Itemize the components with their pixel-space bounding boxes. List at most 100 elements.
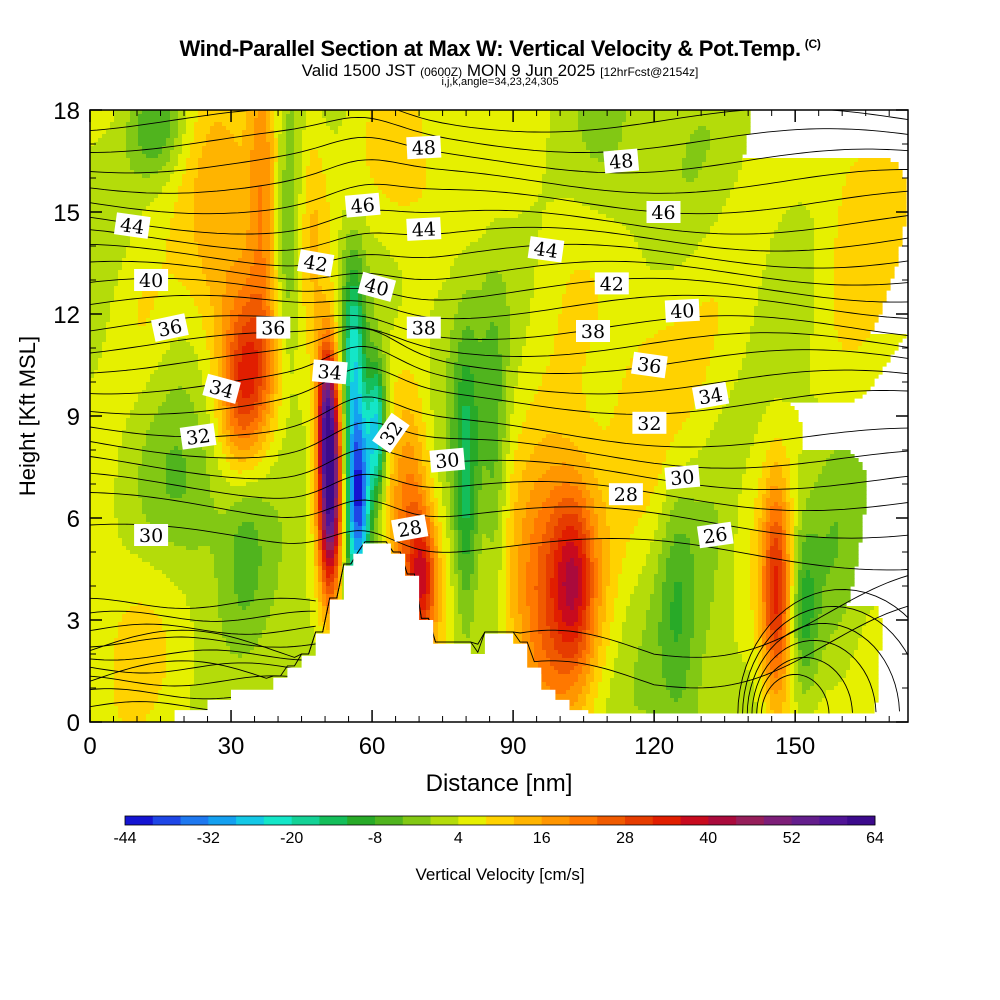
theta-contour-46 [90,159,908,194]
theta-contours [90,110,908,689]
contour-label-text: 26 [702,523,729,548]
colorbar-swatch [569,816,598,825]
contour-label: 40 [664,298,700,323]
contour-label-text: 30 [139,525,163,547]
colorbar-label: Vertical Velocity [cm/s] [415,865,584,884]
theta-contour-34 [90,367,908,415]
contour-label-text: 40 [670,300,695,323]
contour-label: 32 [632,411,667,435]
contour-label: 36 [256,316,291,340]
colorbar-swatch [263,816,293,825]
contour-label: 44 [406,217,442,242]
copyright-mark: (C) [804,36,821,51]
section-indices: i,j,k,angle=34,23,24,305 [441,76,559,88]
y-tick-label: 6 [67,506,80,533]
colorbar-swatch [819,816,848,825]
colorbar-tick-label: 28 [616,830,634,847]
y-tick-label: 18 [53,98,80,125]
colorbar-swatch [652,816,681,825]
y-tick-label: 15 [53,200,80,227]
theta-contour-40 [90,277,908,303]
y-tick-label: 0 [67,710,80,737]
colorbar-swatch [347,816,376,825]
chart-title-text: Wind-Parallel Section at Max W: Vertical… [179,36,801,61]
colorbar-swatch [486,816,515,825]
colorbar-swatch [541,816,570,825]
contour-label: 42 [297,249,335,277]
colorbar-swatch [791,816,820,825]
contour-label: 46 [646,201,681,224]
contour-label-text: 36 [261,318,285,340]
y-tick-label: 9 [67,404,80,431]
contour-label: 46 [344,192,381,218]
theta-contour-43 [90,226,908,252]
contour-label: 42 [594,272,629,295]
contour-label-text: 32 [185,425,212,450]
contour-label: 40 [134,269,169,292]
contour-label-text: 40 [139,270,163,292]
forecast-info: [12hrFcst@2154z] [600,65,699,79]
contour-labels: 48 48 46 46 44 44 44 42 42 40 40 40 38 38 36 36 36 34 34 34… [113,135,734,549]
contour-label-text: 48 [411,137,436,160]
colorbar-swatch [458,816,487,825]
valid-time-line: Valid 1500 JST (0600Z) MON 9 Jun 2025 [1… [0,61,1000,81]
x-tick-label: 0 [83,733,96,760]
contour-label: 44 [113,212,151,239]
theta-contour-36 [90,327,908,374]
contour-label: 48 [603,148,640,174]
theta-contour-42 [90,243,908,269]
contour-label: 32 [179,423,217,450]
chart-title: Wind-Parallel Section at Max W: Vertical… [0,36,1000,62]
contour-label-text: 36 [636,353,663,378]
contour-label-text: 46 [350,194,376,218]
colorbar-tick-label: 4 [454,830,463,847]
colorbar-swatch [125,816,154,825]
valid-utc: (0600Z) [420,65,463,79]
colorbar-swatch [319,816,348,825]
contour-label: 26 [696,521,734,549]
colorbar-tick-label: -20 [280,830,303,847]
contour-label: 48 [406,135,442,160]
contour-label: 38 [576,320,610,343]
colorbar: -44 -32 -20 -8 4 16 28 40 52 64 Vertical Velocity … [113,815,884,884]
colorbar-swatch [763,816,793,825]
x-tick-label: 30 [218,733,245,760]
near-surface-contours [90,597,316,713]
y-tick-label: 3 [67,608,80,635]
velocity-field [90,110,907,722]
colorbar-swatch [597,816,626,825]
theta-contour-32 [90,422,908,469]
colorbar-swatch [430,816,459,825]
contour-label: 34 [311,359,348,385]
contour-label: 40 [357,271,397,302]
colorbar-frame [124,815,876,826]
theta-contour-48 [90,116,908,153]
valid-date: MON 9 Jun 2025 [466,61,596,80]
theta-contour-38 [90,314,908,340]
contour-label: 36 [150,313,189,342]
colorbar-swatch [375,816,404,825]
contour-label-text: 32 [637,413,661,435]
contour-label: 28 [391,514,429,542]
contour-label-text: 44 [411,218,436,241]
contour-label-text: 38 [412,318,436,340]
colorbar-swatch [736,816,765,825]
contour-label: 30 [429,447,466,473]
theta-contour-44 [90,209,908,235]
colorbar-tick-label: 40 [699,830,717,847]
contour-label-text: 36 [156,315,184,342]
x-tick-label: 150 [775,733,815,760]
contour-label-text: 34 [317,361,343,385]
colorbar-tick-label: -44 [113,830,136,847]
theta-contour-49 [90,110,908,133]
contour-label-text: 48 [608,150,634,174]
theta-contour-33 [90,396,908,448]
contour-label: 36 [631,351,668,379]
theta-contour-45 [90,183,908,215]
x-tick-label: 120 [634,733,674,760]
y-axis-label: Height [Kft MSL] [15,336,40,496]
colorbar-swatch [208,816,237,825]
contour-label: 44 [527,236,565,263]
